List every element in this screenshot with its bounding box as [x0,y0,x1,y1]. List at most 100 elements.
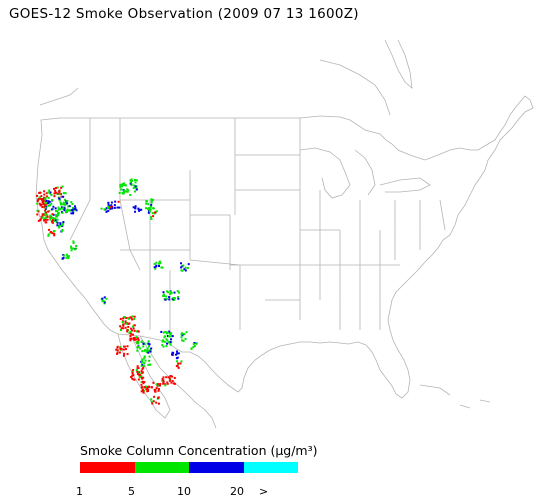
smoke-pixel [65,192,67,194]
legend-tick: > [259,485,268,498]
smoke-pixel [141,360,143,362]
smoke-pixel [185,338,187,340]
us-outline [36,96,533,398]
smoke-pixel [149,364,151,366]
smoke-pixel [56,224,58,226]
smoke-pixel [154,263,156,265]
smoke-pixel [150,218,152,220]
smoke-pixel [119,348,121,350]
smoke-pixel [136,350,138,352]
smoke-pixel [54,192,56,194]
smoke-pixel [165,296,167,298]
smoke-pixel [58,212,60,214]
smoke-pixel [150,216,152,218]
smoke-pixel [41,206,43,208]
legend-color-bar [80,462,298,473]
smoke-pixel [48,197,50,199]
smoke-pixel [157,397,159,399]
smoke-pixel [165,345,167,347]
smoke-pixel [122,321,124,323]
smoke-pixel [154,266,156,268]
smoke-pixels [36,179,198,405]
smoke-pixel [141,362,143,364]
smoke-pixel [43,190,45,192]
smoke-pixel [150,347,152,349]
smoke-pixel [186,331,188,333]
smoke-pixel [153,396,155,398]
smoke-pixel [169,333,171,335]
smoke-pixel [169,377,171,379]
smoke-pixel [101,208,103,210]
smoke-pixel [71,203,73,205]
smoke-pixel [177,298,179,300]
smoke-pixel [46,213,48,215]
smoke-pixel [117,207,119,209]
smoke-pixel [60,208,62,210]
smoke-pixel [41,217,43,219]
smoke-pixel [178,292,180,294]
smoke-pixel [65,210,67,212]
smoke-pixel [147,352,149,354]
smoke-pixel [50,231,52,233]
smoke-pixel [37,198,39,200]
smoke-pixel [63,255,65,257]
smoke-pixel [170,338,172,340]
smoke-pixel [153,400,155,402]
smoke-pixel [134,339,136,341]
smoke-pixel [136,369,138,371]
smoke-pixel [147,390,149,392]
smoke-pixel [127,353,129,355]
smoke-pixel [148,340,150,342]
smoke-pixel [43,219,45,221]
smoke-pixel [152,199,154,201]
smoke-pixel [145,200,147,202]
smoke-pixel [62,196,64,198]
smoke-pixel [133,187,135,189]
smoke-pixel [45,219,47,221]
smoke-pixel [114,201,116,203]
smoke-pixel [63,257,65,259]
smoke-pixel [67,257,69,259]
smoke-pixel [57,222,59,224]
smoke-pixel [124,316,126,318]
smoke-pixel [66,254,68,256]
smoke-pixel [139,376,141,378]
smoke-pixel [141,372,143,374]
smoke-pixel [148,386,150,388]
smoke-pixel [120,189,122,191]
smoke-pixel [62,221,64,223]
smoke-pixel [71,209,73,211]
smoke-pixel [169,336,171,338]
smoke-pixel [122,193,124,195]
smoke-pixel [166,343,168,345]
smoke-pixel [129,179,131,181]
smoke-pixel [144,349,146,351]
smoke-pixel [123,355,125,357]
smoke-pixel [58,227,60,229]
smoke-pixel [170,382,172,384]
smoke-pixel [119,325,121,327]
smoke-pixel [39,196,41,198]
smoke-pixel [42,214,44,216]
smoke-pixel [157,383,159,385]
smoke-pixel [156,387,158,389]
smoke-pixel [136,331,138,333]
smoke-pixel [36,203,38,205]
smoke-pixel [144,355,146,357]
smoke-pixel [114,207,116,209]
smoke-pixel [45,200,47,202]
smoke-pixel [47,211,49,213]
smoke-pixel [168,341,170,343]
smoke-pixel [159,261,161,263]
smoke-pixel [107,202,109,204]
smoke-pixel [127,323,129,325]
smoke-pixel [170,291,172,293]
smoke-pixel [61,230,63,232]
smoke-pixel [58,190,60,192]
smoke-pixel [119,184,121,186]
smoke-pixel [145,360,147,362]
smoke-pixel [149,210,151,212]
smoke-pixel [143,358,145,360]
smoke-pixel [71,249,73,251]
smoke-pixel [36,195,38,197]
